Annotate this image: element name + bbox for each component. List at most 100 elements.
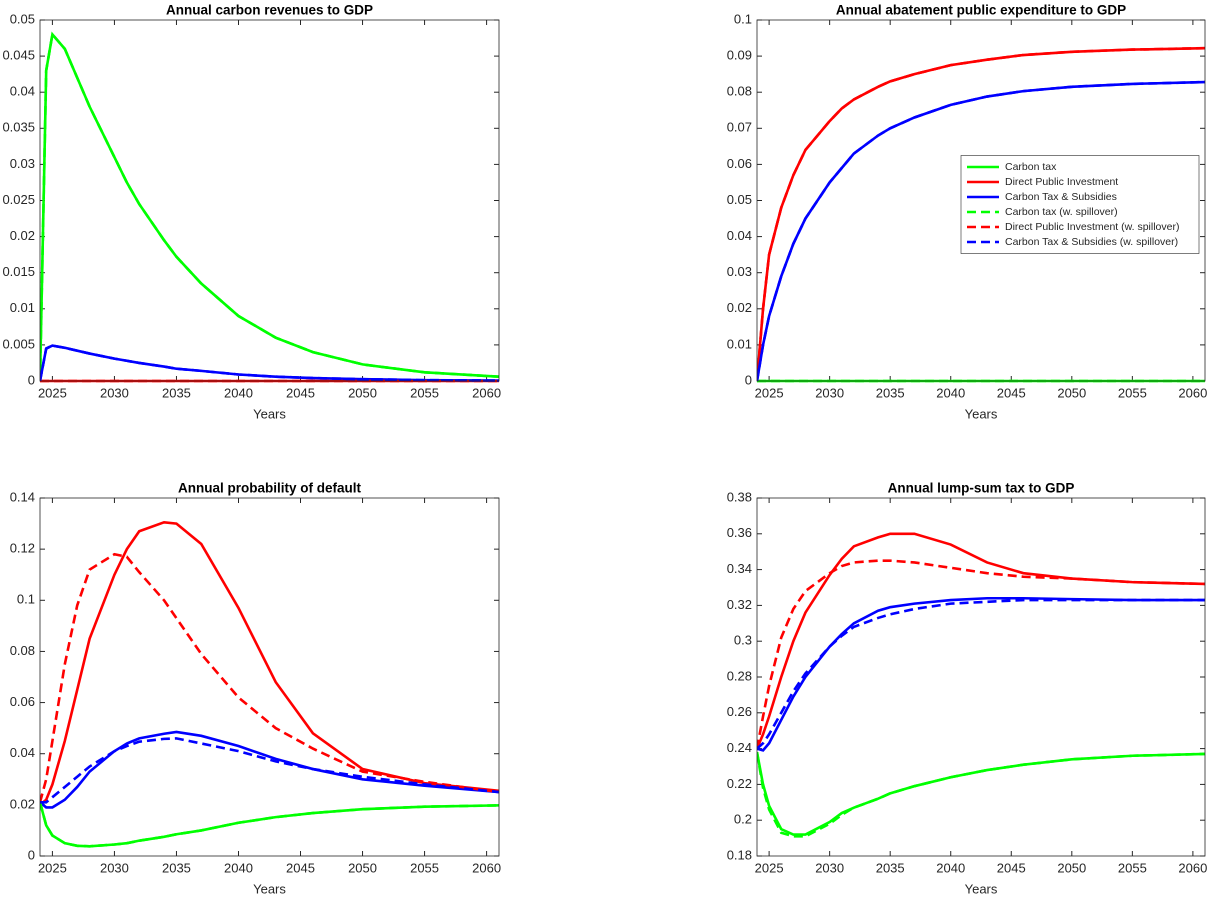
y-tick-label: 0.02 — [727, 300, 752, 315]
legend: Carbon tax Direct Public Investment Carbon… — [960, 155, 1200, 254]
y-tick-label: 0.045 — [2, 48, 35, 63]
subplot: 0.18 0.2 0.22 0.24 0.26 0.28 0.3 0.32 0.34 0.36 0.… — [727, 481, 1208, 897]
x-axis-label: Years — [253, 406, 286, 421]
series-line — [757, 46, 1205, 382]
y-tick-label: 0.38 — [727, 489, 752, 504]
y-tick-label: 0.09 — [727, 48, 752, 63]
x-tick-label: 2025 — [38, 385, 67, 400]
y-tick-label: 0.05 — [727, 192, 752, 207]
x-tick-label: 2035 — [876, 385, 905, 400]
x-tick-label: 2030 — [815, 385, 844, 400]
x-tick-label: 2055 — [1118, 385, 1147, 400]
y-tick-label: 0.07 — [727, 120, 752, 135]
series-line — [40, 552, 499, 803]
x-tick-label: 2050 — [1057, 860, 1086, 875]
plot-area — [757, 498, 1205, 856]
y-tick-label: 0.04 — [10, 745, 35, 760]
y-tick-label: 0.06 — [727, 156, 752, 171]
y-tick-label: 0.14 — [10, 489, 35, 504]
x-tick-label: 2025 — [755, 860, 784, 875]
x-tick-label: 2045 — [286, 385, 315, 400]
x-axis-label: Years — [253, 881, 286, 896]
series-line — [40, 801, 499, 848]
x-tick-label: 2030 — [815, 860, 844, 875]
y-tick-label: 0.12 — [10, 541, 35, 556]
axes-box — [39, 497, 500, 857]
y-tick-label: 0.34 — [727, 561, 752, 576]
x-tick-label: 2040 — [936, 385, 965, 400]
y-tick-label: 0.03 — [727, 264, 752, 279]
axes-box — [39, 19, 500, 382]
y-tick-label: 0.22 — [727, 776, 752, 791]
x-tick-label: 2050 — [348, 385, 377, 400]
x-tick-label: 2040 — [224, 860, 253, 875]
series-line — [757, 598, 1205, 750]
y-tick-label: 0 — [28, 847, 35, 862]
x-tick-label: 2050 — [1057, 385, 1086, 400]
y-tick-label: 0.05 — [10, 11, 35, 26]
y-tick-label: 0.36 — [727, 525, 752, 540]
x-tick-label: 2025 — [38, 860, 67, 875]
legend-label: Carbon Tax & Subsidies (w. spillover) — [1005, 236, 1178, 248]
legend-label: Carbon Tax & Subsidies — [1005, 191, 1117, 203]
y-tick-label: 0.03 — [10, 156, 35, 171]
chart-title: Annual lump-sum tax to GDP — [888, 481, 1075, 496]
x-tick-label: 2040 — [224, 385, 253, 400]
x-tick-label: 2050 — [348, 860, 377, 875]
axes-box — [756, 497, 1206, 857]
y-tick-label: 0 — [28, 372, 35, 387]
series-line — [757, 80, 1205, 382]
x-tick-label: 2060 — [1178, 860, 1207, 875]
y-tick-label: 0.1 — [17, 592, 35, 607]
y-tick-label: 0 — [745, 372, 752, 387]
subplot: 0 0.01 0.02 0.03 0.04 0.05 0.06 0.07 0.08 0.09 0.1… — [727, 3, 1208, 422]
series-line — [757, 559, 1205, 749]
y-tick-label: 0.28 — [727, 668, 752, 683]
y-tick-label: 0.2 — [734, 812, 752, 827]
y-tick-label: 0.1 — [734, 11, 752, 26]
x-tick-label: 2060 — [472, 385, 501, 400]
x-tick-label: 2045 — [997, 385, 1026, 400]
y-tick-label: 0.24 — [727, 740, 752, 755]
y-tick-label: 0.02 — [10, 228, 35, 243]
x-tick-label: 2035 — [162, 385, 191, 400]
series-line — [40, 344, 499, 382]
subplot: 0 0.02 0.04 0.06 0.08 0.1 0.12 0.14 2025 2030 2035… — [10, 481, 501, 897]
x-tick-label: 2060 — [472, 860, 501, 875]
y-tick-label: 0.04 — [10, 84, 35, 99]
series-line — [40, 520, 499, 806]
subplot: 0 0.005 0.01 0.015 0.02 0.025 0.03 0.035 0.04 0.0… — [2, 3, 501, 422]
y-tick-label: 0.01 — [727, 336, 752, 351]
x-tick-label: 2055 — [410, 860, 439, 875]
y-tick-label: 0.08 — [10, 643, 35, 658]
series-line — [40, 737, 499, 804]
y-tick-label: 0.18 — [727, 847, 752, 862]
y-tick-label: 0.02 — [10, 796, 35, 811]
legend-label: Direct Public Investment — [1005, 176, 1118, 188]
legend-label: Carbon tax — [1005, 161, 1057, 173]
x-tick-label: 2035 — [162, 860, 191, 875]
y-tick-label: 0.01 — [10, 300, 35, 315]
legend-label: Carbon tax (w. spillover) — [1005, 206, 1118, 218]
y-tick-label: 0.08 — [727, 84, 752, 99]
chart-title: Annual carbon revenues to GDP — [166, 3, 373, 18]
y-tick-label: 0.015 — [2, 264, 35, 279]
x-tick-label: 2055 — [410, 385, 439, 400]
series-line — [757, 532, 1205, 750]
x-tick-label: 2055 — [1118, 860, 1147, 875]
plot-area — [40, 498, 499, 856]
y-tick-label: 0.005 — [2, 336, 35, 351]
chart-title: Annual probability of default — [178, 481, 361, 496]
x-tick-label: 2035 — [876, 860, 905, 875]
x-tick-label: 2030 — [100, 860, 129, 875]
y-tick-label: 0.035 — [2, 120, 35, 135]
plot-area — [40, 20, 499, 381]
x-tick-label: 2025 — [755, 385, 784, 400]
series-line — [40, 31, 499, 382]
legend-label: Direct Public Investment (w. spillover) — [1005, 221, 1179, 233]
x-tick-label: 2040 — [936, 860, 965, 875]
y-tick-label: 0.26 — [727, 704, 752, 719]
chart-title: Annual abatement public expenditure to G… — [836, 3, 1126, 18]
x-tick-label: 2045 — [286, 860, 315, 875]
